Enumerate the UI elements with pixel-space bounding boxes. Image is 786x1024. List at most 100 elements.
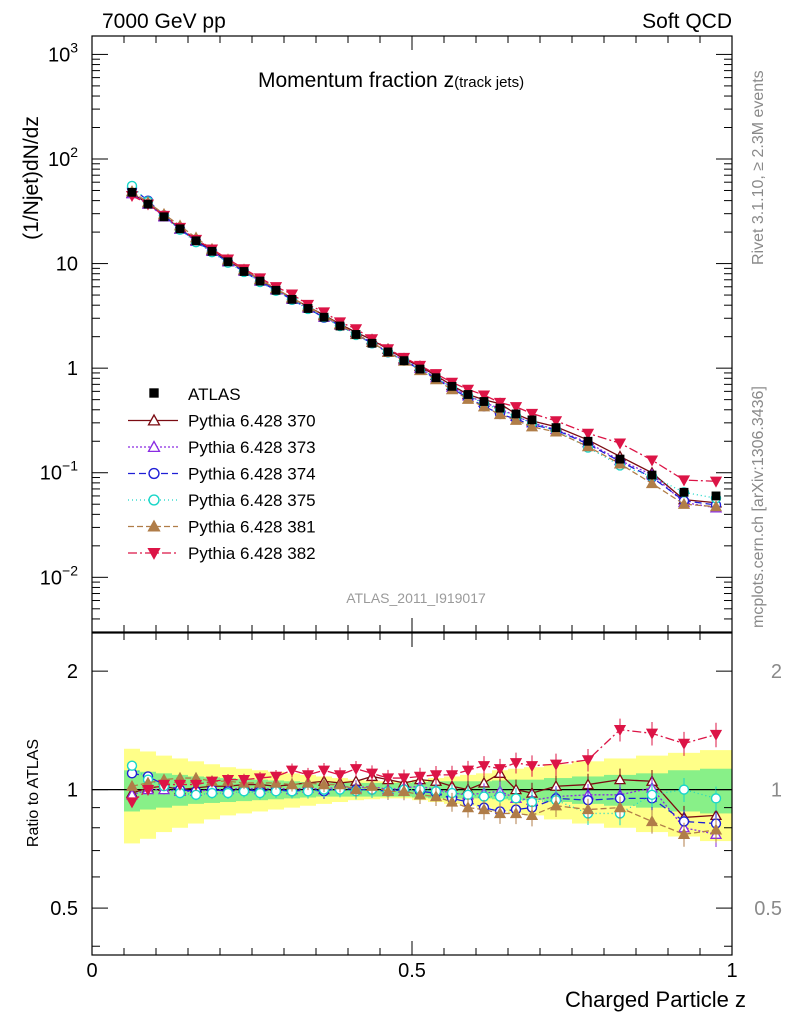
legend-marker [147,519,161,532]
data-point [207,246,217,256]
legend-entry: Pythia 6.428 373 [128,438,316,457]
main-point [509,413,523,425]
main-point [581,428,595,440]
ratio-point [645,815,659,827]
ratio-point [509,758,523,770]
legend-entry: Pythia 6.428 381 [128,518,316,537]
data-point [271,285,281,295]
ratio-point [269,771,283,783]
legend-label: Pythia 6.428 373 [188,438,316,457]
data-point [255,276,265,286]
ratio-point [613,801,627,813]
data-point [431,373,441,383]
ratio-y-tick-label: 1 [67,780,78,802]
data-point [615,454,625,464]
main-series-line [131,187,717,506]
main-point [525,420,539,432]
ratio-point [429,790,443,802]
legend-marker [149,388,159,398]
data-point [399,356,409,366]
legend-entry: Pythia 6.428 370 [128,412,316,431]
ratio-point [645,728,659,740]
ratio-point [125,779,139,791]
data-point [191,236,201,246]
ratio-point [549,799,563,811]
ratio-point [397,784,411,796]
main-plot-frame [91,35,733,633]
ratio-point [253,773,267,785]
ratio-point [677,738,691,750]
ratio-point [461,801,475,813]
data-point [583,436,593,446]
main-y-axis-label: (1/Njet)dN/dz [20,116,43,240]
main-point [677,475,691,487]
ratio-point [349,764,363,776]
y-tick-label: 10−2 [40,562,78,589]
ratio-point [333,770,347,782]
legend-label: Pythia 6.428 382 [188,544,316,563]
legend-entry: Pythia 6.428 375 [128,491,316,510]
y-tick-label: 10 [56,254,78,276]
ratio-point [549,759,563,771]
main-point [645,477,659,489]
ratio-point [365,768,379,780]
data-point [415,364,425,374]
rivet-version-label: Rivet 3.1.10, ≥ 2.3M events [750,70,767,265]
ratio-point [709,729,723,741]
data-point [287,294,297,304]
data-point [679,487,689,497]
ratio-point [173,779,187,791]
main-point [493,397,507,409]
data-point [367,338,377,348]
ratio-point [710,793,722,804]
ratio-point [461,765,475,777]
ratio-series [125,771,723,847]
legend-marker [148,467,160,480]
ratio-point [525,761,539,773]
data-point [159,212,169,222]
main-point [477,390,491,402]
legend: ATLAS Pythia 6.428 370 Pythia 6.428 373 Pyt… [128,385,316,563]
ratio-point [285,765,299,777]
plot-title: Momentum fraction z(track jets) [258,69,524,92]
y-tick-label: 102 [48,144,78,171]
data-point [511,409,521,419]
main-point [493,408,507,420]
ratio-point [333,778,347,790]
ratio-point [478,791,490,802]
main-series-line [131,190,717,508]
ratio-point [381,773,395,785]
legend-marker [147,547,161,560]
ratio-y-tick-label: 2 [67,661,78,683]
main-series [125,187,723,513]
ratio-point [189,779,203,791]
ratio-point [509,807,523,819]
main-point [709,476,723,488]
y-tick-label: 103 [48,39,78,66]
ratio-y-tick-label-right: 0.5 [754,898,782,920]
x-tick-label: 1 [726,960,737,982]
main-point [677,497,691,509]
mcplots-reference-label: mcplots.cern.ch [arXiv:1306.3436] [750,386,767,628]
legend-label: Pythia 6.428 375 [188,491,316,510]
legend-entry: ATLAS [149,385,241,404]
main-series [125,186,723,508]
data-point [335,321,345,331]
ratio-point [301,776,315,788]
data-point [239,267,249,276]
y-tick-label: 1 [67,358,78,380]
ratio-point [429,770,443,782]
main-point [285,289,299,301]
ratio-point [613,773,627,785]
ratio-point [222,787,234,799]
ratio-point [477,761,491,773]
data-point [351,330,361,339]
ratio-point [678,784,690,795]
data-point [495,403,505,413]
data-point [479,397,489,406]
main-point [525,408,539,420]
ratio-point [709,823,723,835]
ratio-point [317,778,331,790]
legend-label: Pythia 6.428 381 [188,518,316,537]
legend-entry: Pythia 6.428 382 [128,544,316,563]
